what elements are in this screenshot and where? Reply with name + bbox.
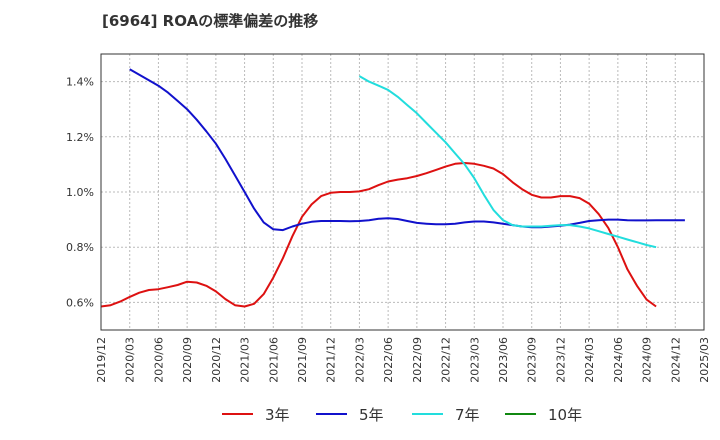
grid (100, 54, 705, 330)
chart-title: [6964] ROAの標準偏差の推移 (102, 12, 319, 30)
y-axis: 0.6% 0.8% 1.0% 1.2% 1.4% (66, 76, 94, 310)
x-tick-label: 2023/12 (554, 337, 567, 383)
x-tick-label: 2022/06 (382, 337, 395, 383)
legend-label: 10年 (548, 406, 582, 424)
legend-label: 7年 (455, 406, 480, 424)
plot-frame (100, 53, 705, 331)
y-tick-label: 0.6% (66, 296, 94, 309)
series-line-3年 (100, 162, 657, 308)
series-line-7年 (358, 75, 657, 249)
x-tick-label: 2024/12 (669, 337, 682, 383)
x-tick-label: 2023/06 (497, 337, 510, 383)
x-tick-label: 2024/09 (641, 337, 654, 383)
x-tick-label: 2024/03 (583, 337, 596, 383)
x-tick-label: 2023/03 (468, 337, 481, 383)
x-tick-label: 2020/06 (152, 337, 165, 383)
x-tick-label: 2021/12 (325, 337, 338, 383)
x-tick-label: 2024/06 (612, 337, 625, 383)
x-tick-label: 2020/09 (181, 337, 194, 383)
legend-label: 3年 (265, 406, 290, 424)
x-tick-label: 2021/03 (239, 337, 252, 383)
series-lines (100, 68, 685, 308)
x-tick-label: 2022/09 (411, 337, 424, 383)
x-tick-label: 2025/03 (698, 337, 711, 383)
x-tick-label: 2021/06 (267, 337, 280, 383)
y-tick-label: 1.0% (66, 186, 94, 199)
y-tick-label: 1.2% (66, 131, 94, 144)
x-axis: 2019/12 2020/03 2020/06 2020/09 2020/12 2021/… (95, 337, 711, 383)
legend-label: 5年 (359, 406, 384, 424)
legend: 3年 5年 7年 10年 (222, 406, 582, 424)
x-tick-label: 2022/12 (440, 337, 453, 383)
x-tick-label: 2021/09 (296, 337, 309, 383)
x-tick-label: 2020/03 (124, 337, 137, 383)
series-line-5年 (129, 68, 685, 232)
y-tick-label: 1.4% (66, 76, 94, 89)
x-tick-label: 2023/09 (526, 337, 539, 383)
y-tick-label: 0.8% (66, 241, 94, 254)
x-tick-label: 2022/03 (353, 337, 366, 383)
x-tick-label: 2019/12 (95, 337, 108, 383)
x-tick-label: 2020/12 (210, 337, 223, 383)
